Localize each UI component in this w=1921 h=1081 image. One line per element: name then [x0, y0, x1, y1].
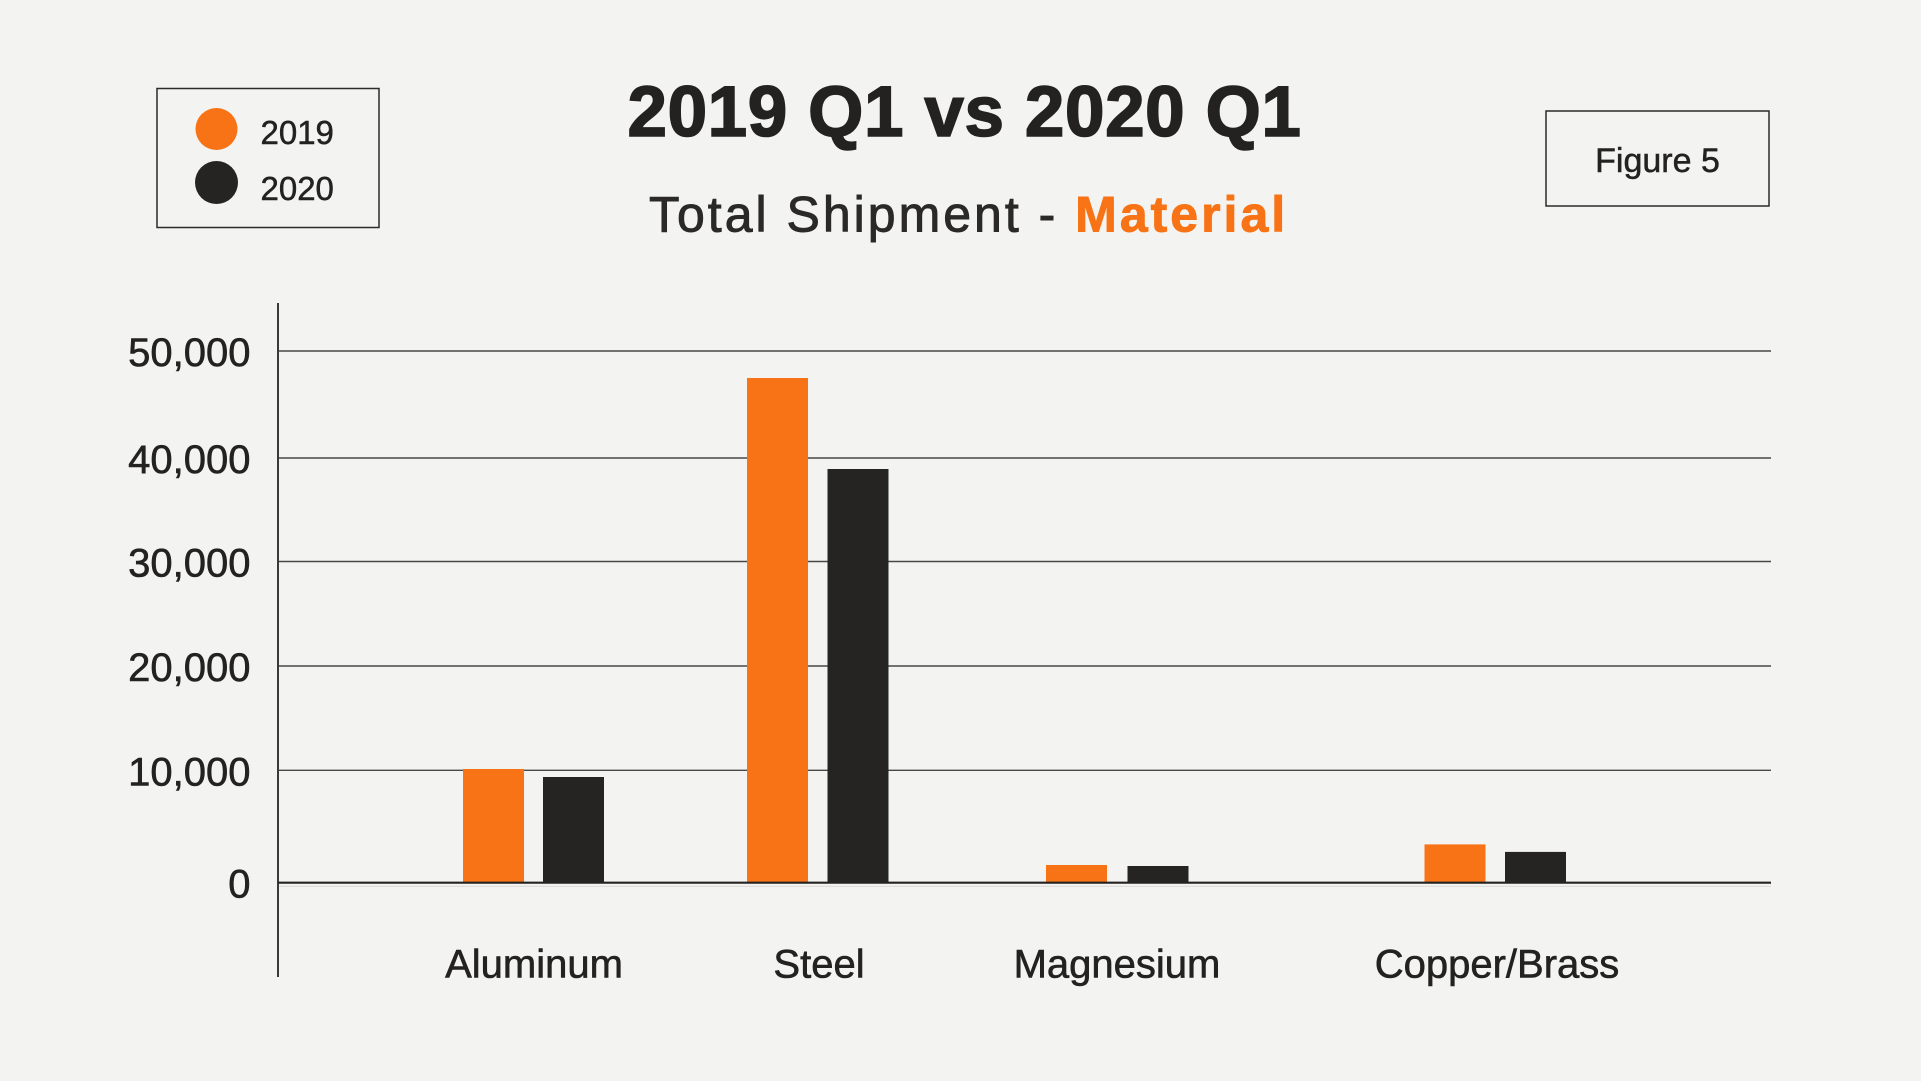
svg-text:20,000: 20,000 [128, 646, 250, 690]
svg-text:50,000: 50,000 [128, 331, 250, 375]
svg-text:0: 0 [228, 863, 250, 907]
svg-text:Copper/Brass: Copper/Brass [1375, 943, 1620, 987]
svg-text:30,000: 30,000 [128, 542, 250, 586]
svg-text:Aluminum: Aluminum [445, 943, 623, 987]
svg-text:Total Shipment - Material: Total Shipment - Material [649, 187, 1288, 243]
svg-text:40,000: 40,000 [128, 438, 250, 482]
svg-text:2019 Q1 vs 2020 Q1: 2019 Q1 vs 2020 Q1 [628, 73, 1302, 152]
svg-text:10,000: 10,000 [128, 750, 250, 794]
svg-text:2020: 2020 [261, 170, 334, 207]
svg-text:Magnesium: Magnesium [1014, 943, 1221, 987]
svg-text:2019: 2019 [261, 114, 334, 151]
svg-text:Figure 5: Figure 5 [1595, 142, 1720, 180]
svg-text:Steel: Steel [773, 943, 864, 987]
